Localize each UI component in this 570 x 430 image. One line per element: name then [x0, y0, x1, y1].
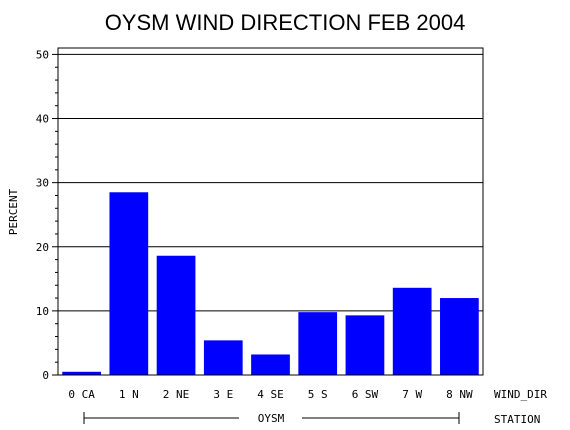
- x-tick-labels: 0 CA 1 N 2 NE 3 E 4 SE 5 S 6 SW 7 W 8 NW: [68, 388, 473, 401]
- chart-title: OYSM WIND DIRECTION FEB 2004: [105, 10, 466, 35]
- bar-2-ne: [156, 255, 196, 375]
- bar-4-se: [251, 354, 290, 375]
- group-axis-label: STATION: [494, 413, 540, 426]
- y-tick-label: 20: [36, 241, 49, 254]
- x-tick-label: 1 N: [119, 388, 139, 401]
- bar-6-sw: [345, 315, 385, 375]
- station-label: OYSM: [258, 412, 285, 425]
- bar-1-n: [109, 192, 149, 375]
- y-tick-label: 0: [42, 369, 49, 382]
- x-tick-label: 6 SW: [352, 388, 379, 401]
- y-axis-label: PERCENT: [7, 188, 20, 235]
- x-tick-label: 2 NE: [163, 388, 190, 401]
- y-tick-label: 30: [36, 177, 49, 190]
- bar-7-w: [392, 287, 432, 375]
- y-tick-label: 40: [36, 113, 49, 126]
- x-tick-label: 7 W: [402, 388, 422, 401]
- bar-5-s: [298, 312, 338, 375]
- x-tick-label: 4 SE: [257, 388, 284, 401]
- bar-0-ca: [62, 371, 101, 375]
- x-tick-label: 3 E: [213, 388, 233, 401]
- x-tick-label: 8 NW: [446, 388, 473, 401]
- bars: [62, 192, 479, 375]
- x-tick-label: 0 CA: [68, 388, 95, 401]
- axes: [57, 47, 484, 376]
- x-tick-label: 5 S: [308, 388, 328, 401]
- y-tick-label: 10: [36, 305, 49, 318]
- bar-3-e: [203, 340, 243, 375]
- y-ticks: 0 10 20 30 40 50: [36, 48, 58, 382]
- plot-frame: [57, 47, 484, 376]
- y-tick-label: 50: [36, 48, 49, 61]
- station-bracket: OYSM: [83, 412, 460, 425]
- bar-8-nw: [440, 298, 479, 375]
- x-axis-label: WIND_DIR: [494, 388, 547, 401]
